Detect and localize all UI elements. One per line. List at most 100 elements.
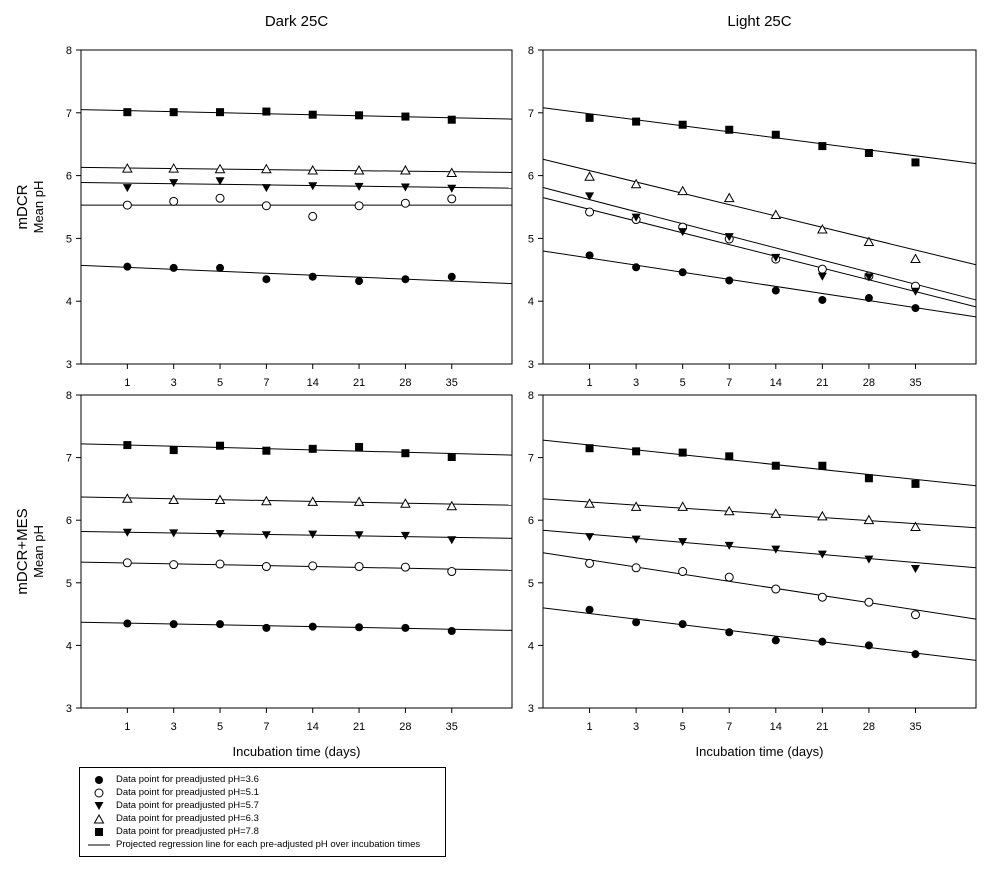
data-point-filled-triangle-down (122, 184, 132, 193)
filled-triangle-down-icon (94, 802, 104, 810)
data-point-filled-triangle-down (308, 182, 318, 191)
data-point-filled-circle (818, 637, 827, 646)
legend-item-ph-3-6: Data point for preadjusted pH=3.6 (80, 774, 445, 786)
data-point-filled-square (123, 108, 132, 117)
regression-line-data-point-for-preadjusted-ph-5-7 (542, 529, 977, 569)
legend-item-ph-5-7: Data point for preadjusted pH=5.7 (80, 800, 445, 812)
data-point-filled-triangle-down (215, 529, 225, 538)
regression-line-data-point-for-preadjusted-ph-3-6 (542, 250, 977, 318)
data-point-open-circle (122, 558, 132, 568)
data-point-filled-square (911, 158, 920, 167)
x-tick-label: 1 (586, 377, 592, 389)
data-point-filled-triangle-down (585, 192, 595, 201)
data-point-filled-circle (911, 650, 920, 659)
y-tick-label: 4 (528, 640, 534, 652)
data-point-filled-circle (123, 262, 132, 271)
data-point-filled-triangle-down (631, 535, 641, 544)
open-circle-icon (94, 788, 104, 798)
y-tick-label: 5 (66, 578, 72, 590)
data-point-open-circle (169, 560, 179, 570)
regression-line-data-point-for-preadjusted-ph-5-7 (542, 187, 977, 301)
data-point-open-circle (308, 561, 318, 571)
x-tick-label: 5 (217, 721, 223, 733)
x-tick-label: 1 (124, 721, 130, 733)
data-point-filled-circle (447, 272, 456, 281)
data-point-filled-circle (725, 276, 734, 285)
legend: Data point for preadjusted pH=3.6 Data p… (79, 767, 446, 857)
plot-frame (80, 49, 513, 365)
data-point-filled-triangle-down (631, 213, 641, 222)
regression-line-data-point-for-preadjusted-ph-3-6 (80, 264, 513, 285)
data-point-open-circle (308, 211, 318, 221)
data-point-filled-triangle-down (910, 565, 920, 574)
plot-frame (542, 49, 977, 365)
data-point-filled-square (864, 148, 873, 157)
data-point-filled-triangle-down (354, 531, 364, 540)
x-tick-label: 3 (171, 377, 177, 389)
data-point-open-triangle-up (307, 496, 319, 506)
filled-circle-icon (95, 776, 103, 784)
legend-label: Data point for preadjusted pH=3.6 (116, 774, 259, 785)
data-point-open-triangle-up (863, 236, 875, 247)
data-point-open-triangle-up (677, 501, 689, 511)
data-point-open-circle (817, 592, 827, 602)
data-point-filled-circle (864, 641, 873, 650)
data-point-open-circle (631, 563, 641, 573)
x-tick-label: 35 (446, 377, 458, 389)
x-tick-label: 35 (909, 721, 921, 733)
x-tick-label: 21 (816, 721, 828, 733)
data-point-filled-square (818, 142, 827, 151)
data-point-open-triangle-up (630, 178, 642, 189)
data-point-open-circle (585, 558, 595, 568)
data-point-filled-circle (355, 623, 364, 632)
y-tick-label: 8 (66, 390, 72, 402)
data-point-filled-triangle-down (678, 538, 688, 547)
data-point-filled-square (355, 442, 364, 451)
data-point-filled-square (725, 452, 734, 461)
data-point-open-triangle-up (677, 185, 689, 196)
data-point-filled-triangle-down (169, 179, 179, 188)
data-point-filled-triangle-down (261, 531, 271, 540)
x-tick-label: 21 (353, 721, 365, 733)
data-point-filled-square (169, 446, 178, 455)
regression-line-data-point-for-preadjusted-ph-5-1 (80, 561, 513, 571)
regression-line-data-point-for-preadjusted-ph-6-3 (542, 498, 977, 529)
data-point-filled-square (447, 115, 456, 124)
data-point-filled-square (401, 112, 410, 121)
y-axis-title: Mean pH (31, 525, 46, 578)
data-point-open-triangle-up (168, 494, 180, 505)
data-point-filled-circle (771, 636, 780, 645)
data-point-open-circle (400, 562, 410, 572)
data-point-filled-square (123, 441, 132, 450)
data-point-filled-square (632, 117, 641, 126)
legend-item-regression-line: Projected regression line for each pre-a… (80, 839, 445, 851)
data-point-filled-triangle-down (585, 533, 595, 542)
filled-square-icon (95, 828, 103, 836)
y-tick-label: 3 (528, 359, 534, 371)
y-tick-label: 7 (66, 453, 72, 465)
data-point-filled-triangle-down (771, 253, 781, 262)
data-point-open-triangle-up (214, 494, 226, 505)
y-tick-label: 3 (66, 703, 72, 715)
data-point-filled-triangle-down (261, 184, 271, 193)
data-point-open-triangle-up (584, 498, 595, 508)
x-tick-label: 14 (770, 721, 782, 733)
data-point-open-circle (215, 193, 225, 203)
data-point-filled-square (216, 108, 225, 117)
regression-line-data-point-for-preadjusted-ph-5-7 (80, 182, 513, 189)
open-triangle-up-icon (93, 813, 105, 824)
data-point-filled-triangle-down (400, 183, 410, 192)
regression-line-data-point-for-preadjusted-ph-6-3 (80, 166, 513, 173)
y-tick-label: 5 (528, 233, 534, 245)
data-point-filled-circle (169, 620, 178, 629)
data-point-filled-circle (771, 286, 780, 295)
data-point-filled-circle (123, 619, 132, 628)
data-point-open-triangle-up (307, 164, 319, 175)
data-point-open-triangle-up (168, 163, 180, 173)
x-tick-label: 28 (399, 377, 411, 389)
data-point-filled-triangle-down (169, 529, 179, 538)
x-tick-label: 7 (263, 377, 269, 389)
